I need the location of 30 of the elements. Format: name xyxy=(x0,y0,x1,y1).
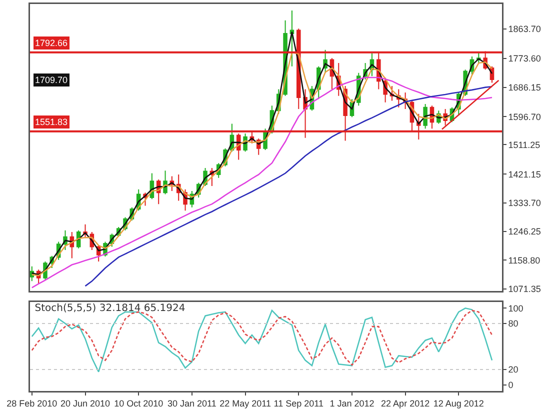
y-tick-label: 1686.15 xyxy=(508,82,541,92)
x-tick-label: 11 Sep 2011 xyxy=(274,398,324,408)
x-tick-label: 1 Jan 2012 xyxy=(330,398,374,408)
ref-line-label: 1792.66 xyxy=(35,38,68,48)
x-tick-label: 22 Apr 2012 xyxy=(381,398,430,408)
annotation: 1709.70 xyxy=(35,75,68,85)
y-tick-label: 1863.70 xyxy=(508,24,541,34)
x-tick-label: 28 Feb 2010 xyxy=(6,398,58,408)
y-tick-label: 1511.25 xyxy=(508,140,540,150)
y-tick-label: 1333.70 xyxy=(508,198,541,208)
x-tick-label: 12 Aug 2012 xyxy=(433,398,484,408)
chart-title: Stoch(5,5,5) 32.1814 65.1924 xyxy=(34,302,186,314)
y-tick-label: 1158.80 xyxy=(508,255,540,266)
x-tick-label: 22 May 2011 xyxy=(220,398,271,408)
line-series xyxy=(31,76,493,288)
y-tick-label: 80 xyxy=(508,318,518,329)
candlestick xyxy=(290,10,294,67)
y-tick-label: 1071.35 xyxy=(508,284,541,294)
ref-line-label: 1551.83 xyxy=(35,117,68,127)
y-tick-label: 20 xyxy=(508,364,518,375)
x-tick-label: 10 Oct 2010 xyxy=(114,398,164,408)
y-tick-label: 1596.70 xyxy=(508,112,541,122)
y-tick-label: 0 xyxy=(508,380,514,390)
line-series xyxy=(84,86,493,287)
y-tick-label: 1246.25 xyxy=(508,226,541,237)
y-tick-label: 100 xyxy=(508,303,524,314)
y-tick-label: 1421.15 xyxy=(508,169,541,180)
x-tick-label: 30 Jan 2011 xyxy=(167,398,216,408)
y-tick-label: 1773.60 xyxy=(508,54,541,64)
x-tick-label: 20 Jun 2010 xyxy=(60,398,110,408)
